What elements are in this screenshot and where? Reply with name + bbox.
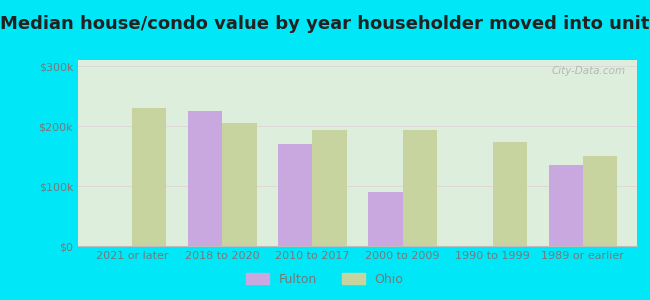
Bar bbox=[493, 142, 527, 246]
Bar bbox=[132, 108, 166, 246]
Bar bbox=[222, 123, 257, 246]
Bar bbox=[313, 130, 346, 246]
Bar bbox=[369, 192, 402, 246]
Bar bbox=[402, 130, 437, 246]
Bar bbox=[188, 111, 222, 246]
Bar bbox=[583, 156, 617, 246]
Bar bbox=[549, 165, 583, 246]
Legend: Fulton, Ohio: Fulton, Ohio bbox=[241, 268, 409, 291]
Bar bbox=[278, 144, 313, 246]
Text: Median house/condo value by year householder moved into unit: Median house/condo value by year househo… bbox=[0, 15, 650, 33]
Text: City-Data.com: City-Data.com bbox=[552, 66, 626, 76]
